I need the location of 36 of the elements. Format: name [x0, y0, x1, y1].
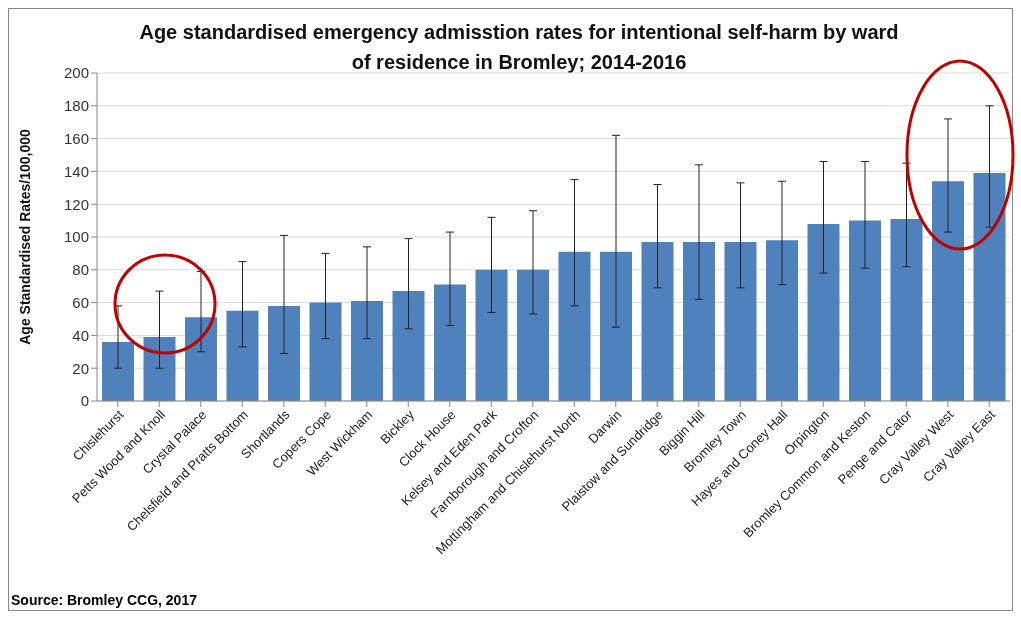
bar	[683, 241, 715, 401]
bar	[309, 302, 342, 401]
bar	[558, 251, 591, 401]
y-axis-title: Age Standardised Rates/100,000	[16, 129, 33, 345]
bar	[973, 173, 1006, 401]
bar	[807, 223, 840, 401]
bar	[268, 305, 300, 401]
bar	[392, 291, 425, 401]
bar	[890, 218, 923, 401]
bar	[766, 240, 798, 401]
y-tick-label: 80	[72, 261, 89, 279]
y-tick-label: 60	[72, 293, 89, 311]
y-tick-label: 120	[63, 195, 89, 213]
bar	[932, 181, 964, 401]
bar	[517, 269, 549, 401]
bar	[351, 300, 383, 401]
bar	[434, 284, 466, 401]
y-tick-label: 140	[63, 162, 89, 180]
bar	[475, 269, 508, 401]
y-tick-label: 0	[80, 392, 89, 410]
y-tick-label: 160	[63, 129, 89, 147]
chart-title: Age standardised emergency admisstion rates for intentional self-harm by ward of residence in Bromley; 2014-2016	[138, 20, 900, 75]
bar	[102, 341, 134, 401]
bar	[724, 241, 757, 401]
bar	[849, 220, 881, 401]
y-tick-label: 200	[63, 64, 89, 82]
bar	[641, 241, 674, 401]
bar	[185, 317, 217, 401]
y-tick-label: 180	[63, 97, 89, 115]
bar	[226, 310, 259, 401]
source-note: Source: Bromley CCG, 2017	[11, 592, 197, 608]
y-tick-label: 40	[72, 326, 89, 344]
bar	[600, 251, 632, 401]
y-tick-label: 20	[72, 359, 89, 377]
y-tick-label: 100	[63, 228, 89, 246]
bar	[143, 337, 176, 401]
